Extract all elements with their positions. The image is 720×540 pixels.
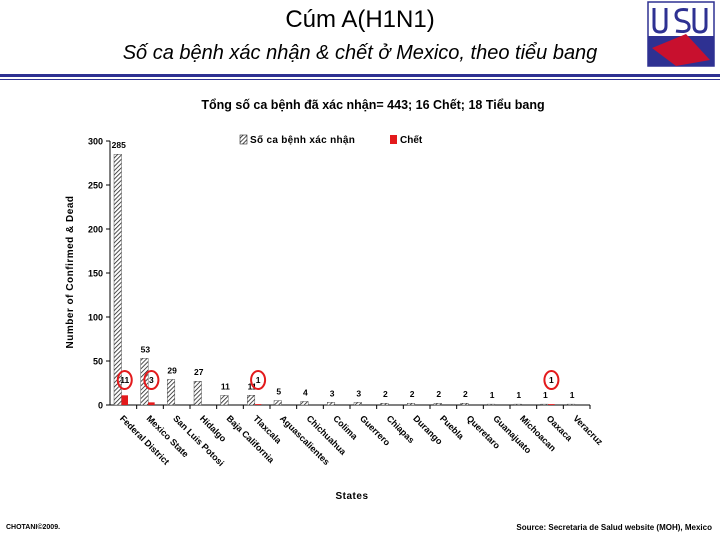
y-tick-label: 0: [98, 401, 103, 411]
bar-confirmed: [567, 403, 576, 406]
data-label-confirmed: 285: [112, 140, 126, 150]
bar-confirmed: [300, 401, 309, 406]
y-tick-label: 50: [93, 357, 103, 367]
data-label-confirmed: 2: [410, 389, 415, 399]
chart-title: Tổng số ca bệnh đã xác nhận= 443; 16 Chế…: [201, 98, 544, 112]
y-tick-label: 150: [88, 269, 103, 279]
bar-confirmed: [327, 402, 336, 406]
data-label-confirmed: 2: [436, 389, 441, 399]
bar-confirmed: [380, 403, 389, 406]
data-label-confirmed: 3: [330, 388, 335, 398]
legend-swatch-confirmed: [239, 134, 248, 145]
data-label-dead: 1: [549, 375, 554, 385]
bar-confirmed: [353, 402, 362, 406]
bar-confirmed: [487, 403, 496, 406]
bar-confirmed: [433, 403, 442, 406]
bar-dead: [121, 395, 128, 405]
data-label-confirmed: 11: [221, 381, 230, 391]
header-rule-thin: [0, 79, 720, 80]
bars: [113, 153, 576, 406]
bar-confirmed: [407, 403, 416, 406]
data-label-confirmed: 1: [490, 390, 495, 400]
bar-dead: [548, 404, 555, 405]
y-tick-label: 200: [88, 225, 103, 235]
data-label-confirmed: 1: [543, 390, 548, 400]
university-logo: [647, 1, 715, 67]
slide-subtitle: Số ca bệnh xác nhận & chết ở Mexico, the…: [122, 42, 598, 64]
bar-confirmed: [460, 403, 469, 406]
header-rule: [0, 74, 720, 77]
data-label-confirmed: 4: [303, 387, 308, 397]
legend-label-dead: Chết: [400, 134, 423, 146]
data-label-dead: 3: [149, 375, 154, 385]
data-label-confirmed: 53: [141, 344, 151, 354]
x-tick-label: Federal District: [118, 413, 171, 466]
slide-title: Cúm A(H1N1): [285, 6, 435, 33]
bar-confirmed: [193, 381, 202, 406]
data-label-confirmed: 2: [463, 389, 468, 399]
legend-swatch-dead: [390, 135, 397, 144]
bar-confirmed: [273, 400, 282, 406]
bar-confirmed: [247, 395, 256, 406]
legend: Số ca bệnh xác nhận Chết: [239, 134, 423, 146]
data-label-confirmed: 1: [570, 390, 575, 400]
x-tick-label: Veracruz: [571, 413, 605, 447]
data-label-confirmed: 1: [516, 390, 521, 400]
dead-count-circle: [543, 370, 560, 390]
source-note: Source: Secretaria de Salud website (MOH…: [516, 523, 712, 532]
y-tick-label: 100: [88, 313, 103, 323]
data-label-confirmed: 3: [356, 388, 361, 398]
bar-confirmed: [167, 379, 176, 406]
bar-confirmed: [513, 403, 522, 406]
axes: 0 50 100 150 200 250 300: [88, 137, 591, 411]
dead-count-circle: [116, 370, 133, 390]
copyright: CHOTANI©2009.: [6, 524, 61, 531]
data-label-dead: 1: [256, 375, 261, 385]
x-axis-label: States: [335, 491, 368, 502]
x-tick-label: Aguascalientes: [278, 413, 332, 467]
x-tick-label: Baja California: [225, 413, 277, 465]
data-label-confirmed: 27: [194, 367, 204, 377]
data-label-confirmed: 2: [383, 389, 388, 399]
bar-confirmed: [540, 403, 549, 406]
y-axis-label: Number of Confirmed & Dead: [65, 195, 76, 348]
data-label-dead: 11: [120, 375, 129, 385]
dead-count-circle: [143, 370, 160, 390]
data-label-confirmed: 5: [276, 387, 281, 397]
data-label-confirmed: 29: [167, 365, 177, 375]
legend-label-confirmed: Số ca bệnh xác nhận: [250, 134, 355, 146]
bar-confirmed: [220, 395, 229, 406]
y-tick-label: 250: [88, 181, 103, 191]
y-tick-label: 300: [88, 137, 103, 147]
bar-dead: [254, 404, 262, 405]
bar-confirmed: [113, 153, 122, 406]
bar-dead: [148, 402, 155, 405]
dead-count-circle: [250, 370, 267, 390]
